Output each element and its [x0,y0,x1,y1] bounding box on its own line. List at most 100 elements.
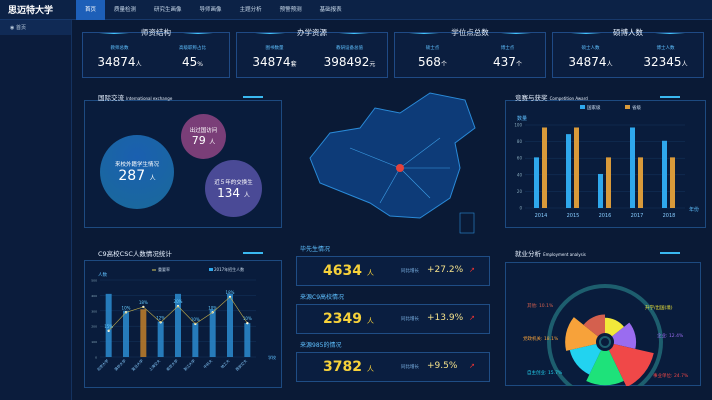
nav-reports[interactable]: 基础报表 [319,7,342,13]
rose-slice [586,350,624,386]
bar [123,310,129,357]
legend-label: 2017年招生人数 [214,266,244,272]
data-label: 20% [174,299,183,304]
card-title: 学位点总数 [395,27,545,38]
outer-ring [547,284,663,386]
stat-label: 博士人数 [656,46,675,51]
slice-label: 党政机关: 18.1% [523,335,559,342]
nav-home[interactable]: 首页 [76,0,106,20]
data-label: 10% [243,316,252,321]
x-tick-label: 2014 [535,213,548,219]
stat-label: 博士点 [500,46,515,51]
kpi-value: 4634 [323,263,362,279]
x-tick-label: 南京大学 [165,358,179,372]
stat-value: 34874 [568,55,607,69]
stat-value: 34874 [252,55,291,69]
legend-swatch [625,105,630,109]
stat-value: 34874 [97,55,136,69]
stat-label: 硕士人数 [581,46,600,51]
slice-label: 事业单位: 24.7% [653,372,689,379]
legend-swatch [209,268,213,271]
top-bar: 思迈特大学 首页 质量检测 研究生画像 导师画像 主题分析 预警预测 基础报表 [0,0,712,20]
y-tick-label: 500 [91,279,97,283]
legend-label: 省级 [632,104,641,111]
kpi-title: 毕先生情况 [300,246,331,253]
card-title: 办学资源 [237,27,387,38]
rose-slice [583,314,605,337]
nav-tutor-profile[interactable]: 导师画像 [199,7,222,13]
y-tick-label: 60 [517,156,523,161]
nav-topic-analysis[interactable]: 主题分析 [239,7,262,13]
legend-label: 国家级 [587,104,601,111]
data-label: 10% [208,305,217,310]
slice-label: 国家地方项目: 20.3% [613,385,658,386]
y-tick-label: 80 [517,139,523,144]
bar [574,127,579,208]
bar [662,140,667,208]
data-label: 10% [191,317,200,322]
stat-label: 教研设备总值 [336,46,363,51]
kpi-box: 3782 人同比增长 +9.5% ↗ [296,352,490,382]
data-label: 15% [104,324,113,329]
slice-label: 自主创业: 15.7% [527,369,563,376]
y-tick-label: 20 [517,189,523,194]
stat-card: 办学资源 图书数量 34874套 教研设备总值 398492元 [236,28,388,78]
y-tick-label: 300 [91,309,97,313]
competition-title: 竞赛与获奖 Competition Award [515,94,588,102]
bubble-foreign-students: 来校外籍学生情况 287 人 [100,135,174,209]
c9-title: C9高校CSC人数情况统计 [98,250,172,258]
x-tick-label: 复旦大学 [130,358,144,372]
sidebar-item-home[interactable]: ◉ 首页 [0,20,71,35]
sidebar: ◉ 首页 [0,20,72,400]
slice-label: 企业: 12.4% [657,332,684,339]
data-label: 18% [226,290,235,295]
x-tick-label: 清华大学 [113,358,127,372]
y-tick-label: 400 [91,294,97,298]
rose-slice [605,317,625,337]
map-marker [396,164,404,172]
legend-label: 重要率 [158,266,170,272]
rose-slice [612,322,637,349]
stat-value: 45 [182,55,198,69]
bar [638,157,643,208]
main-nav: 首页 质量检测 研究生画像 导师画像 主题分析 预警预测 基础报表 [76,0,351,20]
x-axis-label: 学校 [268,354,276,360]
kpi-title: 来源985的情况 [300,342,342,349]
x-axis-label: 年份 [689,206,699,213]
kpi-growth: +13.9% [427,313,464,323]
stat-value: 437 [493,55,516,69]
kpi-value: 2349 [323,311,362,327]
china-map[interactable] [290,88,495,238]
stat-label: 教师总数 [110,46,129,51]
stat-label: 图书数量 [265,46,284,51]
kpi-title: 来源C9高校情况 [300,294,345,301]
x-tick-label: 西安交大 [234,358,248,372]
bar [227,293,233,357]
bar [566,134,571,208]
x-tick-label: 上海交大 [148,358,162,372]
nav-quality[interactable]: 质量检测 [114,7,137,13]
bar [175,293,181,357]
y-axis-label: 人数 [98,271,107,278]
kpi-growth: +27.2% [427,265,464,275]
x-tick-label: 2016 [599,213,612,219]
rose-slice [569,344,602,375]
x-tick-label: 2018 [663,213,676,219]
stat-value: 398492 [323,55,370,69]
logo: 思迈特大学 [8,6,54,16]
x-tick-label: 浙江大学 [182,358,196,372]
bubble-exchange-students: 近５年的交换生 134 人 [205,160,262,217]
trend-up-icon: ↗ [469,266,475,274]
nav-warning[interactable]: 预警预测 [279,7,302,13]
data-label: 18% [139,300,148,305]
nav-student-profile[interactable]: 研究生画像 [154,7,182,13]
rose-slice [565,317,598,351]
data-label: 12% [156,315,165,320]
bar [534,157,539,208]
trend-up-icon: ↗ [469,314,475,322]
x-tick-label: 哈工大 [220,358,231,369]
bubble-visits-abroad: 出过国访问 79 人 [181,114,226,159]
rose-slice [608,344,654,386]
